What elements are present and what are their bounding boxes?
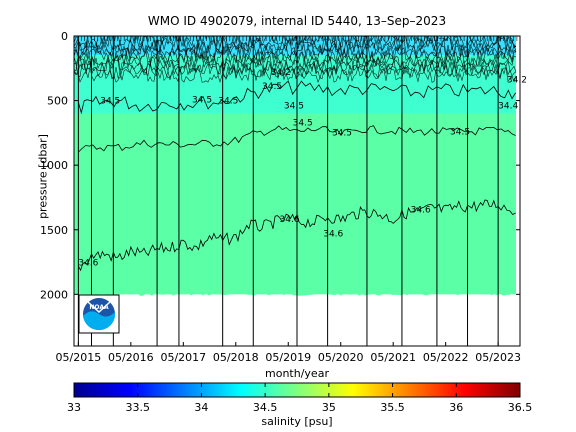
plot-frame xyxy=(73,35,521,347)
contour-label: 34.6 xyxy=(411,205,431,215)
colorbar-tick-label: 34.5 xyxy=(253,401,278,414)
surface-contour-5 xyxy=(74,50,516,68)
colorbar-tick-label: 33.5 xyxy=(125,401,150,414)
colorbar-tick-label: 36 xyxy=(449,401,463,414)
deep-layer-edge xyxy=(74,113,516,296)
contour-label: 34.5 xyxy=(332,129,352,139)
x-tick-label: 05/2015 xyxy=(56,351,102,364)
colorbar-tick-label: 36.5 xyxy=(508,401,533,414)
colorbar-label: salinity [psu] xyxy=(261,415,333,428)
y-tick-label: 0 xyxy=(61,30,68,43)
x-tick-label: 05/2016 xyxy=(108,351,154,364)
x-tick-label: 05/2022 xyxy=(423,351,469,364)
x-tick-label: 05/2018 xyxy=(213,351,259,364)
noaa-logo-bird xyxy=(87,301,111,314)
surface-contour-2 xyxy=(74,39,517,57)
colorbar-tick-label: 34 xyxy=(194,401,208,414)
x-tick-label: 05/2019 xyxy=(265,351,311,364)
contour-label: 34.5 xyxy=(450,127,470,137)
x-axis-label: month/year xyxy=(265,367,329,380)
x-tick-label: 05/2017 xyxy=(160,351,206,364)
isoline-34-6 xyxy=(78,199,516,272)
surface-contour-3 xyxy=(74,43,517,61)
x-tick-label: 05/2020 xyxy=(318,351,364,364)
colorbar-tick-label: 33 xyxy=(67,401,81,414)
noaa-logo-wave xyxy=(83,311,116,331)
contour-label: 34.5 xyxy=(192,96,212,106)
surface-contour-0 xyxy=(74,36,517,49)
contour-label: 34.6 xyxy=(280,215,300,225)
x-tick-label: 05/2021 xyxy=(370,351,416,364)
isoline-34-5 xyxy=(78,80,516,115)
noaa-logo-text: NOAA xyxy=(89,304,109,311)
y-tick-label: 1500 xyxy=(40,224,68,237)
contour-label: 34.5 xyxy=(218,96,238,106)
contour-label: 34.2 xyxy=(507,76,527,86)
y-tick-label: 1000 xyxy=(40,159,68,172)
contour-label: 34.5 xyxy=(100,96,120,106)
surface-contour-4 xyxy=(74,46,517,64)
contour-label: 34.6 xyxy=(78,258,98,268)
colorbar-tick-label: 35 xyxy=(322,401,336,414)
surface-contour-7 xyxy=(74,58,517,76)
surface-contour-1 xyxy=(74,36,517,53)
surface-contour-9 xyxy=(74,65,517,84)
contour-label: 34.5 xyxy=(262,82,282,92)
y-tick-label: 500 xyxy=(47,95,68,108)
contour-label: 34.6 xyxy=(323,229,343,239)
contour-label: 34.5 xyxy=(284,101,304,111)
contour-label: 34.2 xyxy=(271,68,291,78)
colorbar xyxy=(73,382,521,398)
contour-label: 34.4 xyxy=(498,101,518,111)
x-tick-label: 05/2023 xyxy=(475,351,521,364)
contour-label: 34.5 xyxy=(293,118,313,128)
chart-title: WMO ID 4902079, internal ID 5440, 13–Sep… xyxy=(147,14,447,28)
colorbar-tick-label: 35.5 xyxy=(380,401,405,414)
y-tick-label: 2000 xyxy=(40,288,68,301)
